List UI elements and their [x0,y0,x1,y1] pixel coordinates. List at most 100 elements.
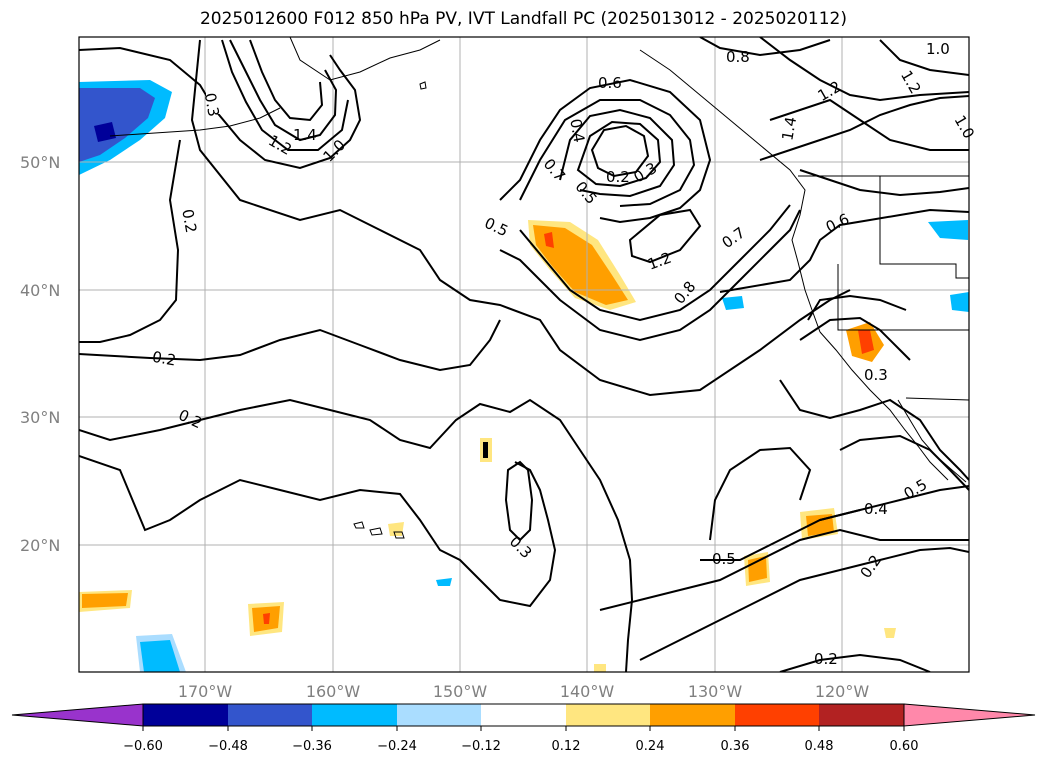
map-background [79,37,969,672]
contour-label: 0.2 [606,168,630,186]
colorbar-tick-label: 0.24 [636,739,665,754]
contour-se-2 [839,434,969,491]
contour-02-mid [79,319,501,372]
positive-anomaly-south-core [263,613,270,624]
negative-anomaly-nw-mid [79,88,155,162]
negative-anomaly-small-2 [928,220,968,240]
positive-anomaly-small-11 [594,664,606,672]
contour-west-3 [249,39,324,122]
baja-coast [897,399,967,483]
colorbar-tick-label: −0.60 [123,739,163,754]
positive-anomaly-central-core [544,232,554,248]
lat-label-20n: 20°N [20,536,60,555]
lon-label-160w: 160°W [306,682,361,701]
contour-12-loop [628,208,702,264]
mexico-border [905,397,969,401]
contour-label: 0.2 [178,208,200,235]
contour-central-low-6 [576,120,662,188]
contour-label: 0.4 [864,500,888,518]
contour-east-5 [699,37,831,57]
contour-central-low-1 [499,209,801,342]
positive-anomaly-small-5 [483,442,488,458]
colorbar-tick-label: 0.60 [890,739,919,754]
contour-central-low-7 [590,124,650,178]
contour-08-loop [719,208,969,293]
contour-label: 0.2 [151,348,178,370]
map-border [78,36,970,673]
lon-label-170w: 170°W [178,682,233,701]
california-coast [819,331,949,481]
contour-se-1 [779,379,969,481]
contour-central-low-4 [519,99,696,207]
colorbar-tick-label: −0.12 [461,739,501,754]
positive-anomaly-sw-mid [82,593,128,608]
contour-east-4 [879,39,969,76]
contour-east-1 [759,37,969,102]
contour-label: 0.6 [598,74,622,92]
colorbar-tick-label: 0.36 [721,739,750,754]
colorbar-extend-low [11,703,144,727]
contour-west-2 [229,39,338,142]
contour-ca-1 [799,316,911,361]
contour-se-5 [709,446,812,541]
contour-0.2-south [79,398,634,672]
contour-mid-blob [504,460,534,542]
contour-label: 0.2 [814,650,838,668]
colorbar-tick-label: 0.48 [805,739,834,754]
colorbar-segment [650,704,735,726]
contour-se-4 [700,509,861,561]
state-line-2 [837,264,969,331]
positive-anomaly-small-9 [388,522,404,536]
alaska-coast [289,37,441,81]
contour-central-low-2 [519,204,791,322]
contour-label: 0.8 [726,48,750,66]
colorbar-ticks [142,726,905,731]
colorbar-segment [566,704,650,726]
positive-anomaly-small-7-mid [748,556,767,582]
hawaii-1 [353,521,365,529]
positive-anomaly-small-10 [884,628,896,638]
colorbar-segment [312,704,397,726]
aleutian-chain [109,107,281,137]
contour-east-6 [799,169,969,197]
contour-label: 0.5 [712,550,736,568]
colorbar-tick-label: −0.48 [208,739,248,754]
lon-label-120w: 120°W [815,682,870,701]
coastlines [109,37,969,539]
latitude-labels: 50°N 40°N 30°N 20°N [20,153,60,555]
contour-central-low-3 [499,78,712,224]
gridlines [79,37,969,672]
colorbar-extend-high [903,703,1036,727]
contour-central-low-5 [559,108,676,198]
colorbar: −0.60 −0.48 −0.36 −0.24 −0.12 0.12 0.24 … [11,703,1036,754]
contour-label: 0.3 [201,91,223,118]
negative-anomaly-small-8 [436,578,452,586]
contour-se-8 [779,653,931,672]
pv-contours [79,37,969,672]
contour-label: 0.4 [566,117,588,144]
bc-coast [639,49,821,333]
positive-anomaly-small-6-mid [806,514,834,536]
negative-anomaly-small-1 [722,296,744,310]
longitude-labels: 170°W 160°W 150°W 140°W 130°W 120°W [178,682,870,701]
state-line-1 [879,176,969,279]
lon-label-150w: 150°W [433,682,488,701]
colorbar-tick-label: −0.36 [292,739,332,754]
contour-03-south [79,455,557,608]
contour-ca-2 [807,294,907,321]
contour-east-3 [759,95,969,161]
contour-03-long [190,39,851,397]
contour-east-2 [769,98,969,151]
contour-label: 1.4 [778,115,800,142]
colorbar-segment [735,704,819,726]
shaded-anomaly-fields [79,80,969,672]
negative-anomaly-nw-core [94,122,116,142]
colorbar-tick-label: −0.24 [377,739,417,754]
hawaii-3 [393,531,405,539]
colorbar-segment [819,704,904,726]
contour-west-4 [221,39,349,151]
colorbar-segment [228,704,312,726]
colorbar-segment [143,704,228,726]
contour-label: 0.3 [864,366,888,384]
contour-label: 1.0 [926,40,950,58]
